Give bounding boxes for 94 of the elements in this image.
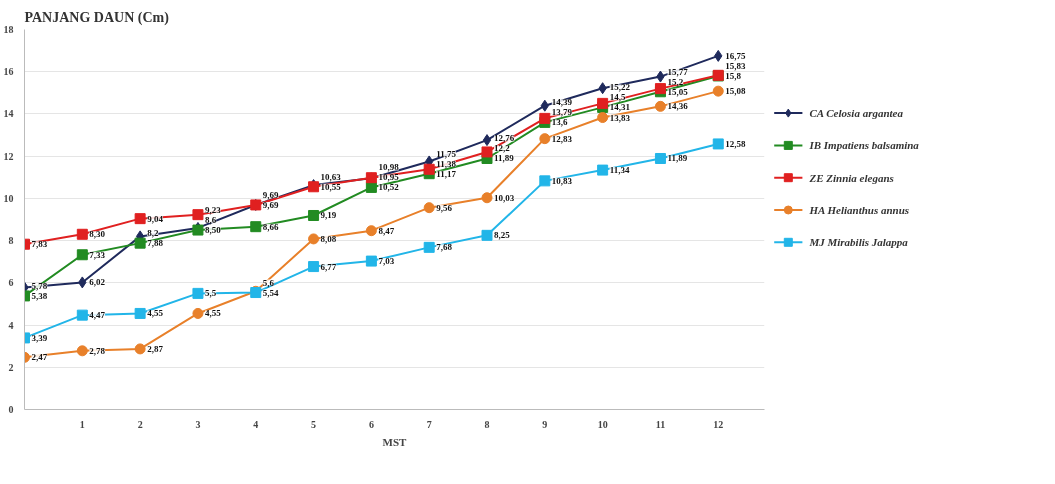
data-label: 8,30 — [89, 229, 106, 240]
y-tick-label: 18 — [3, 24, 14, 35]
data-label: 15,77 — [667, 66, 689, 77]
legend-label: IB Impatiens balsamina — [808, 139, 920, 152]
data-label: 4,47 — [89, 310, 106, 321]
data-label: 5,5 — [204, 288, 217, 299]
data-label: 12,83 — [551, 133, 573, 144]
data-label: 9,69 — [262, 189, 279, 200]
data-label: 9,19 — [320, 210, 337, 221]
legend-label: ZE Zinnia elegans — [808, 171, 894, 184]
data-label: 8,08 — [320, 233, 337, 244]
x-tick-label: 8 — [484, 418, 490, 430]
data-label: 8,50 — [204, 225, 222, 236]
data-label: 11,89 — [667, 153, 688, 164]
y-tick-label: 8 — [8, 235, 14, 247]
x-axis-title: MST — [382, 435, 408, 448]
data-label: 7,83 — [31, 239, 48, 250]
data-label: 14,31 — [609, 102, 631, 113]
data-label: 7,03 — [378, 256, 395, 267]
x-tick-label: 4 — [253, 418, 259, 430]
legend-label: CA Celosia argantea — [809, 107, 904, 120]
y-tick-label: 4 — [8, 319, 14, 331]
data-label: 14,5 — [609, 92, 626, 103]
data-label: 10,63 — [320, 171, 342, 182]
data-label: 9,04 — [147, 213, 164, 224]
x-tick-label: 11 — [655, 418, 666, 430]
chart-title: PANJANG DAUN (Cm) — [24, 9, 170, 26]
data-label: 15,8 — [725, 70, 742, 81]
data-label: 5,6 — [262, 277, 275, 288]
data-label: 14,39 — [551, 97, 573, 108]
x-tick-label: 2 — [137, 418, 143, 430]
legend-label: HA Helianthus annus — [808, 204, 910, 216]
data-label: 9,69 — [262, 199, 279, 210]
data-label: 15,83 — [725, 60, 746, 71]
legend-label: MJ Mirabilis Jalappa — [808, 236, 909, 249]
data-label: 7,33 — [89, 249, 106, 260]
x-tick-label: 5 — [311, 418, 317, 430]
data-label: 4,55 — [204, 308, 222, 319]
y-tick-label: 12 — [3, 150, 14, 162]
data-label: 2,87 — [147, 343, 164, 354]
x-tick-label: 3 — [195, 418, 201, 430]
data-label: 8,25 — [494, 230, 511, 241]
data-label: 6,77 — [320, 261, 337, 272]
data-label: 6,02 — [89, 277, 106, 288]
data-label: 8,2 — [147, 228, 159, 239]
x-tick-label: 6 — [368, 418, 374, 430]
data-label: 8,6 — [204, 215, 217, 226]
data-label: 11,75 — [436, 148, 457, 159]
y-tick-label: 14 — [3, 108, 14, 120]
data-label: 11,38 — [436, 158, 457, 169]
data-label: 11,89 — [494, 153, 515, 164]
data-label: 13,79 — [551, 107, 573, 118]
data-label: 3,39 — [31, 332, 48, 343]
data-label: 13,6 — [551, 117, 569, 128]
y-tick-label: 10 — [3, 192, 14, 204]
data-label: 2,47 — [31, 352, 48, 363]
x-tick-label: 10 — [597, 418, 608, 430]
data-label: 10,55 — [320, 181, 342, 192]
data-label: 5,38 — [31, 290, 48, 301]
data-label: 8,47 — [378, 225, 395, 236]
data-label: 5,78 — [31, 280, 48, 291]
data-label: 12,2 — [494, 143, 511, 154]
data-label: 10,95 — [378, 172, 400, 183]
data-label: 4,55 — [147, 308, 164, 319]
data-label: 15,22 — [609, 82, 631, 93]
data-label: 5,54 — [262, 287, 279, 298]
data-label: 13,83 — [609, 112, 631, 123]
data-label: 10,52 — [378, 182, 400, 193]
x-tick-label: 1 — [79, 418, 85, 430]
y-tick-label: 6 — [8, 277, 14, 289]
data-label: 15,08 — [725, 86, 746, 97]
data-label: 16,75 — [725, 50, 746, 61]
y-tick-label: 2 — [8, 361, 14, 373]
data-label: 15,2 — [667, 76, 684, 87]
data-label: 7,88 — [147, 238, 164, 249]
data-label: 9,56 — [436, 202, 453, 213]
data-label: 10,03 — [494, 192, 515, 203]
data-label: 10,98 — [378, 162, 400, 173]
data-label: 15,05 — [667, 86, 689, 97]
data-label: 10,83 — [551, 175, 573, 186]
data-label: 7,68 — [436, 242, 453, 253]
x-tick-label: 9 — [542, 418, 548, 430]
data-label: 11,17 — [436, 168, 457, 179]
data-label: 2,78 — [89, 345, 106, 356]
y-tick-label: 16 — [3, 66, 14, 78]
x-tick-label: 12 — [713, 418, 724, 430]
data-label: 12,76 — [494, 133, 515, 144]
x-tick-label: 7 — [426, 418, 432, 430]
data-label: 8,66 — [262, 221, 279, 232]
data-label: 14,36 — [667, 101, 689, 112]
y-tick-label: 0 — [8, 404, 14, 415]
data-label: 9,23 — [204, 205, 222, 216]
data-label: 12,58 — [725, 138, 746, 149]
data-label: 11,34 — [609, 165, 630, 176]
